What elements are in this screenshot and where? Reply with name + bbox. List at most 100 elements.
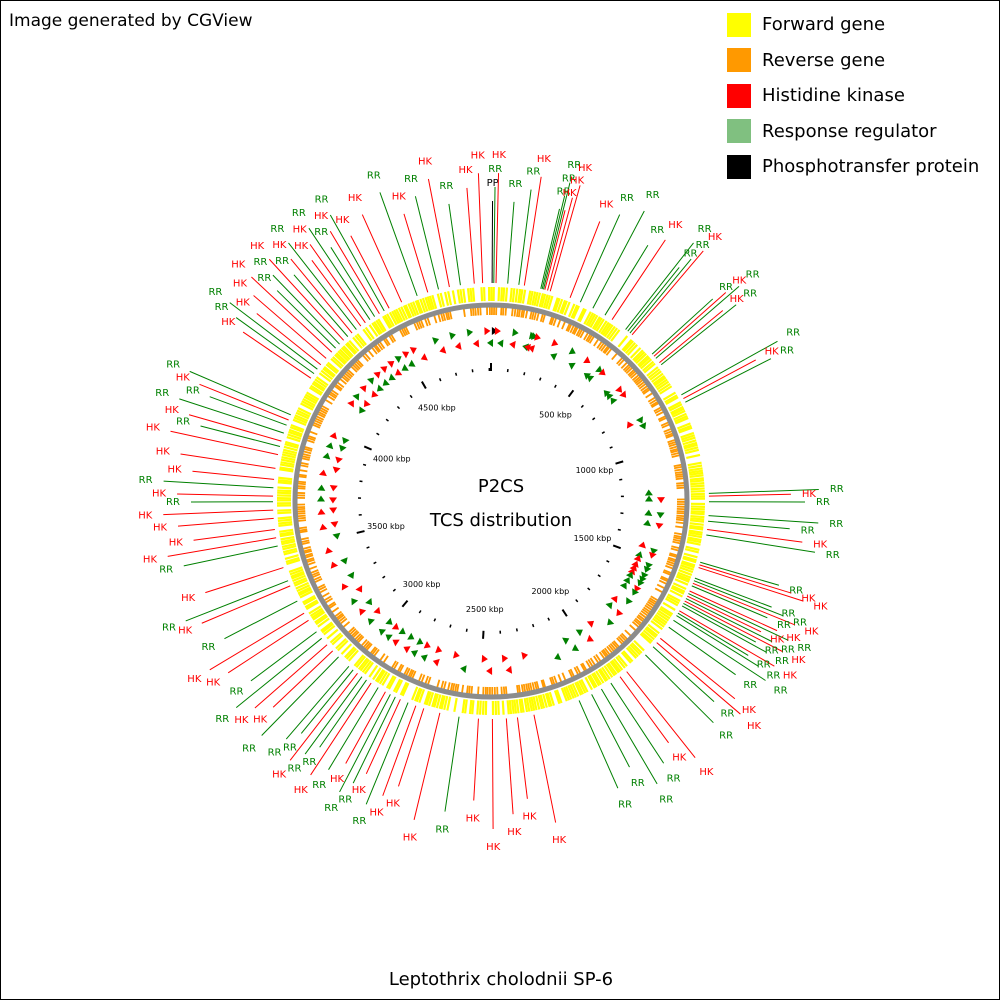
forward-gene-stripe [657, 383, 671, 393]
forward-gene-stripe [501, 700, 505, 715]
forward-gene-stripe [302, 594, 316, 604]
forward-gene-stripe [560, 687, 568, 702]
callout-line [693, 580, 784, 617]
forward-gene-stripe [544, 294, 551, 310]
forward-gene-stripe [293, 416, 308, 424]
forward-gene-stripe [436, 293, 443, 308]
forward-gene-stripe [340, 643, 353, 655]
forward-gene-stripe [687, 536, 702, 542]
forward-gene-stripe [689, 479, 705, 483]
forward-gene-stripe [548, 691, 555, 706]
forward-gene-stripe [595, 318, 605, 332]
forward-gene-stripe [632, 349, 644, 361]
tcs-marker [521, 651, 529, 660]
forward-gene-stripe [301, 400, 315, 409]
callout-label: RR [312, 780, 326, 791]
forward-gene-stripe [438, 694, 445, 710]
forward-gene-stripe [683, 443, 698, 450]
callout-label: RR [488, 164, 502, 175]
callout-label: RR [631, 778, 645, 789]
legend-item-histidine-kinase: Histidine kinase [727, 78, 979, 114]
forward-gene-stripe [399, 681, 408, 696]
callout-label: RR [646, 190, 660, 201]
forward-gene-stripe [609, 660, 620, 674]
ruler-tick [531, 623, 535, 628]
forward-gene-stripe [309, 607, 323, 617]
forward-gene-stripe [690, 510, 705, 514]
forward-gene-stripe [610, 329, 621, 342]
tcs-marker [625, 571, 633, 579]
forward-gene-stripe [657, 609, 671, 620]
callout-line [319, 679, 367, 748]
forward-gene-stripe [647, 623, 660, 635]
callout-line [268, 258, 345, 341]
forward-gene-stripe [415, 688, 423, 703]
forward-gene-stripe [331, 634, 344, 646]
callout-line [414, 196, 440, 290]
callout-label: RR [830, 484, 844, 495]
forward-gene-stripe [305, 601, 319, 611]
forward-gene-stripe [511, 288, 516, 303]
tcs-marker [342, 436, 350, 445]
tcs-marker [627, 568, 635, 576]
callout-label: HK [562, 188, 577, 199]
legend-label: Forward gene [762, 14, 886, 36]
map-title: P2CS [478, 476, 524, 497]
forward-gene-stripe [356, 333, 367, 346]
forward-gene-stripe [683, 441, 698, 448]
forward-gene-stripe [335, 352, 348, 364]
legend-swatch-response-regulator [727, 119, 751, 144]
forward-gene-stripe [674, 578, 689, 586]
forward-gene-stripe [518, 698, 523, 713]
forward-gene-stripe [617, 335, 629, 348]
forward-gene-stripe [277, 518, 292, 523]
forward-gene-stripe [363, 661, 374, 675]
forward-gene-stripe [514, 288, 519, 303]
forward-gene-stripe [476, 700, 480, 715]
forward-gene-stripe [297, 407, 312, 416]
legend-item-phosphotransfer-protein: Phosphotransfer protein [727, 149, 979, 185]
forward-gene-stripe [279, 463, 295, 468]
callout-label: HK [234, 715, 249, 726]
callout-line [177, 517, 274, 527]
callout-label: RR [567, 160, 581, 171]
callout-label: RR [526, 167, 540, 178]
forward-gene-stripe [599, 668, 609, 682]
forward-gene-stripe [540, 293, 547, 308]
callout-label: HK [187, 674, 202, 685]
callout-line [205, 567, 284, 594]
forward-gene-stripe [517, 288, 522, 304]
forward-gene-stripe [322, 367, 335, 379]
callout-line [707, 529, 803, 543]
callout-line [708, 488, 819, 494]
tcs-markers [317, 327, 665, 675]
forward-gene-stripe [315, 376, 329, 387]
callout-line [365, 699, 401, 775]
forward-gene-stripe [650, 619, 663, 631]
forward-gene-stripe [318, 372, 332, 383]
callout-line [685, 598, 773, 642]
forward-gene-stripe [281, 542, 296, 549]
forward-gene-stripe [537, 694, 544, 710]
tcs-marker [329, 507, 338, 514]
callout-line [200, 425, 281, 447]
callout-line [330, 247, 376, 317]
tcs-marker [487, 339, 494, 348]
callout-label: HK [330, 774, 345, 785]
forward-gene-stripe [690, 512, 705, 516]
forward-gene-stripe [388, 311, 398, 326]
ruler-label: 4000 kbp [373, 454, 411, 463]
ruler-label: 3000 kbp [403, 580, 441, 589]
forward-gene-stripe [600, 321, 610, 335]
forward-gene-stripe [542, 294, 549, 309]
forward-gene-stripe [641, 631, 654, 643]
callout-label: HK [672, 752, 687, 763]
callout-label: RR [275, 256, 289, 267]
forward-gene-stripe [684, 448, 700, 455]
callout-line [668, 626, 736, 676]
ruler-tick [612, 544, 622, 550]
forward-gene-stripe [654, 613, 668, 624]
callout-line [625, 242, 694, 330]
callout-label: RR [620, 193, 634, 204]
callout-label: RR [435, 824, 449, 835]
